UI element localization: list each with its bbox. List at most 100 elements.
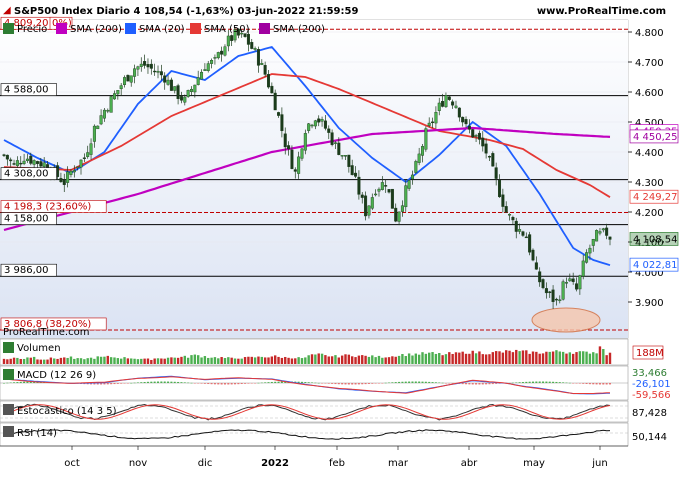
- volume-bar: [407, 353, 411, 364]
- macd-hist-bar: [337, 383, 340, 385]
- macd-hist-bar: [264, 382, 267, 383]
- candle-body: [39, 161, 43, 167]
- volume-bar: [354, 357, 357, 364]
- macd-hist-bar: [341, 383, 344, 385]
- macd-hist-bar: [555, 381, 558, 383]
- volume-bar: [180, 356, 183, 364]
- macd-hist-bar: [300, 381, 303, 383]
- stochastic-k-line: [3, 403, 611, 421]
- macd-hist-bar: [572, 383, 575, 384]
- volume-bar: [598, 346, 602, 364]
- candle-body: [266, 74, 270, 88]
- header-menu-icon[interactable]: ◢: [3, 5, 11, 16]
- site-name[interactable]: www.ProRealTime.com: [537, 6, 666, 17]
- last-value-tag-box: [629, 232, 679, 246]
- candle-body: [256, 49, 260, 66]
- candle-body: [42, 162, 46, 167]
- macd-hist-bar: [244, 383, 247, 384]
- candle-body: [313, 120, 317, 127]
- volume-bar: [287, 357, 290, 364]
- watermark: ProRealTime.com: [3, 327, 89, 338]
- volume-bar: [394, 356, 397, 364]
- candle-body: [102, 109, 106, 119]
- macd-hist-bar: [575, 383, 578, 384]
- time-tick-label: 2022: [261, 458, 289, 469]
- candle-body: [437, 102, 441, 111]
- volume-bar: [203, 356, 207, 364]
- macd-hist-bar: [377, 383, 380, 384]
- candle-body: [290, 149, 294, 169]
- candle-body: [203, 69, 207, 71]
- volume-bar: [458, 352, 461, 364]
- macd-hist-bar: [324, 383, 327, 384]
- sma-line: [3, 45, 611, 267]
- legend-swatch-sma50: [190, 23, 201, 34]
- volume-bar: [464, 353, 468, 364]
- macd-hist-bar: [354, 383, 357, 385]
- candle-body: [19, 162, 23, 165]
- candle-body: [76, 166, 80, 168]
- macd-value-1: 33,466: [632, 368, 667, 379]
- volume-bar: [535, 351, 538, 364]
- volume-bar: [163, 358, 166, 364]
- candle-body: [421, 146, 425, 156]
- volume-bar: [247, 356, 250, 364]
- volume-bar: [73, 358, 76, 364]
- volume-bar: [548, 351, 551, 364]
- volume-bar: [56, 358, 59, 364]
- rsi-line: [3, 429, 611, 440]
- candle-body: [250, 42, 254, 49]
- volume-bar: [428, 352, 431, 364]
- rsi-value: 50,144: [632, 432, 667, 443]
- volume-bar: [250, 356, 253, 364]
- candle-body: [538, 271, 542, 283]
- price-tick-label: 3.900: [635, 298, 664, 309]
- candle-body: [320, 119, 324, 122]
- price-tick-label: 4.100: [635, 238, 664, 249]
- candle-body: [571, 278, 575, 282]
- macd-hist-bar: [511, 382, 514, 384]
- macd-hist-bar: [351, 383, 354, 385]
- candle-body: [230, 35, 234, 41]
- macd-hist-bar: [106, 383, 109, 385]
- price-tick-label: 4.300: [635, 178, 664, 189]
- macd-hist-bar: [143, 382, 146, 383]
- macd-hist-bar: [257, 382, 260, 384]
- macd-hist-bar: [481, 383, 484, 385]
- candle-body: [427, 122, 431, 126]
- macd-hist-bar: [280, 381, 283, 383]
- macd-hist-bar: [140, 382, 143, 383]
- candle-body: [25, 158, 29, 161]
- macd-hist-bar: [16, 382, 19, 383]
- candle-body: [370, 197, 374, 209]
- price-tick-label: 4.500: [635, 118, 664, 129]
- volume-bar: [310, 354, 314, 364]
- macd-panel: MACD (12 26 9) 33,466 -26,101 -59,566: [0, 365, 671, 401]
- candle-body: [511, 216, 515, 221]
- volume-bar: [505, 350, 508, 364]
- volume-bar: [99, 356, 103, 364]
- volume-bar: [525, 350, 528, 364]
- volume-bar: [367, 356, 371, 364]
- candle-body: [588, 247, 592, 254]
- stochastic-title: Estocástico (14 3 5): [17, 405, 117, 417]
- level-label: 4 588,00: [4, 85, 49, 96]
- volume-bar: [491, 352, 495, 364]
- volume-bar: [344, 354, 347, 364]
- candle-body: [119, 85, 123, 90]
- volume-bar: [578, 351, 582, 364]
- volume-bar: [123, 357, 126, 364]
- candle-body: [564, 282, 568, 284]
- volume-bar: [160, 358, 163, 364]
- candle-body: [340, 155, 344, 157]
- candle-body: [514, 220, 518, 232]
- candle-body: [293, 169, 297, 172]
- volume-bar: [207, 357, 210, 364]
- volume-bar: [280, 357, 284, 364]
- volume-bar: [384, 357, 387, 364]
- volume-bar: [320, 353, 324, 364]
- macd-hist-bar: [538, 381, 541, 383]
- macd-hist-bar: [240, 383, 243, 385]
- candle-body: [344, 155, 348, 157]
- volume-bar: [260, 356, 264, 364]
